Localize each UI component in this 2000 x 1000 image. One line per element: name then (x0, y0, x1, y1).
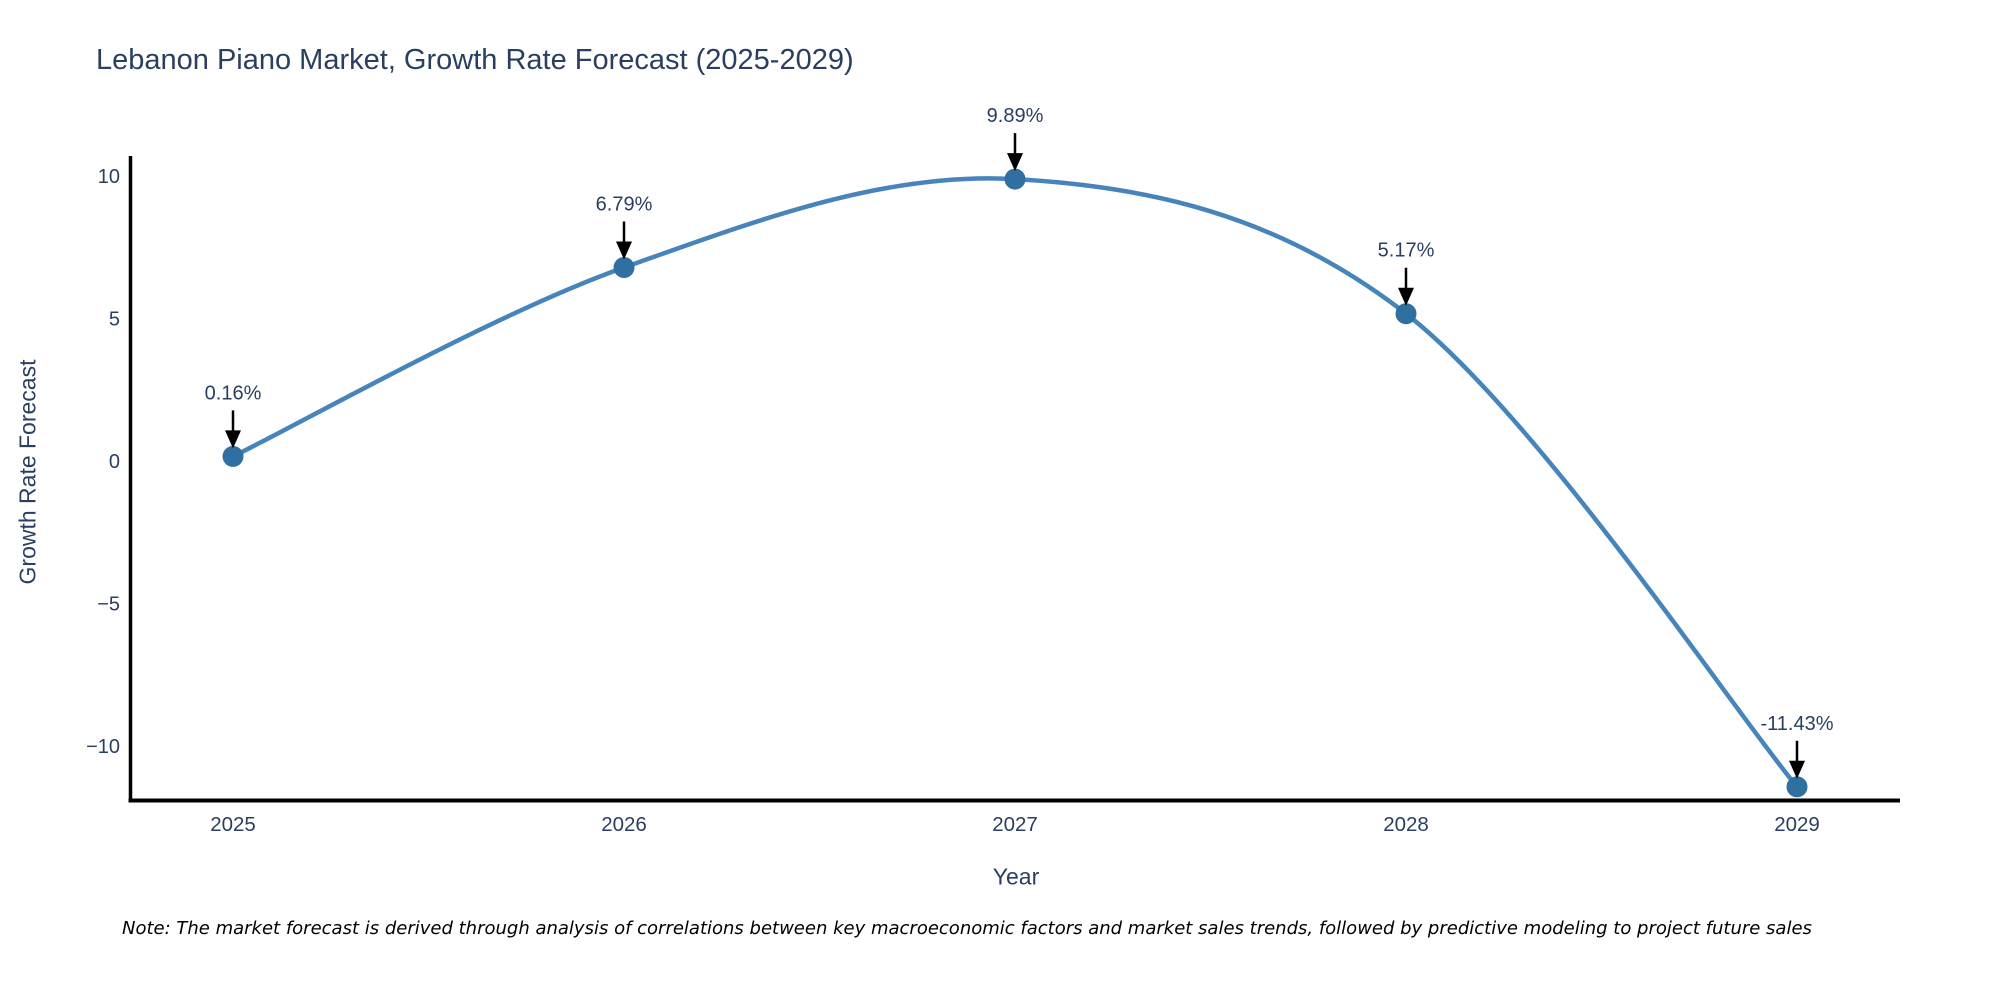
data-point-2028 (1395, 303, 1417, 325)
x-tick-label: 2025 (210, 813, 256, 836)
data-point-2025 (222, 445, 244, 467)
x-tick-label: 2026 (601, 813, 647, 836)
data-point-2027 (1004, 168, 1026, 190)
data-point-2029 (1786, 776, 1808, 798)
data-point-2026 (613, 257, 635, 278)
y-tick-label: 0 (109, 451, 120, 473)
point-value-label: 9.89% (987, 105, 1044, 127)
y-tick-label: −10 (86, 736, 120, 758)
x-tick-label: 2027 (992, 813, 1038, 836)
y-tick-label: 10 (98, 166, 120, 188)
annotation-arrow-head (225, 430, 241, 449)
point-value-label: 5.17% (1378, 240, 1435, 262)
y-tick-label: −5 (97, 594, 120, 616)
x-tick-label: 2028 (1383, 813, 1429, 836)
point-value-label: 6.79% (596, 194, 653, 216)
x-tick-label: 2029 (1774, 813, 1820, 836)
point-value-label: -11.43% (1760, 713, 1833, 735)
chart-title: Lebanon Piano Market, Growth Rate Foreca… (96, 44, 854, 76)
x-axis-title: Year (992, 863, 1040, 890)
annotation-arrow-head (1789, 760, 1805, 779)
forecast-line (230, 176, 1800, 790)
y-tick-label: 5 (109, 309, 120, 331)
footnote: Note: The market forecast is derived thr… (122, 918, 1812, 939)
point-value-label: 0.16% (205, 382, 262, 404)
annotation-arrow-head (1007, 153, 1023, 172)
annotation-arrow-head (1398, 287, 1414, 306)
annotation-arrow-head (616, 241, 632, 260)
